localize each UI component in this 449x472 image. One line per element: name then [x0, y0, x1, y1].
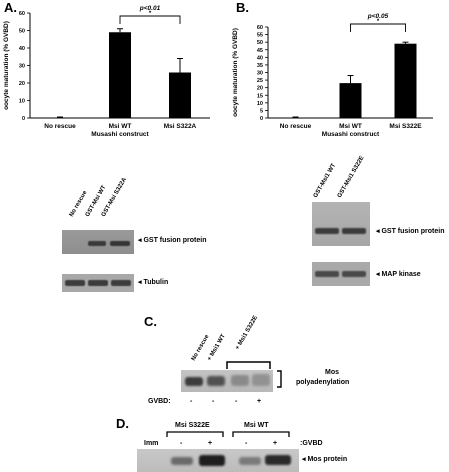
panel-c-gvbd-2: -	[212, 398, 215, 405]
blot-b-mapk-label: ◂ MAP kinase	[376, 271, 421, 278]
panel-d-state-4: +	[273, 440, 278, 447]
blot-b-lane-2-label: GST-Msi1 S322E	[336, 155, 366, 199]
blot-b-gst-band-2	[342, 228, 366, 234]
y-tick-label: 10	[257, 101, 263, 107]
blot-a-tubulin-band-1	[65, 280, 85, 286]
blot-a-tubulin-label: ◂ Tubulin	[138, 279, 169, 286]
x-tick-label: No rescue	[44, 123, 76, 130]
x-tick-label: Msi S322A	[164, 123, 197, 130]
bar-3	[169, 72, 191, 118]
y-tick-label: 50	[19, 29, 25, 35]
panel-d-band-1	[171, 457, 193, 465]
significance-label: p<0.01	[139, 5, 161, 12]
y-tick-label: 25	[257, 78, 263, 84]
x-axis-label: Musashi construct	[322, 131, 380, 138]
panel-c-right-bracket	[277, 370, 282, 388]
blot-b-mapk-strip	[312, 262, 370, 286]
blot-b-mapk-band-2	[342, 271, 366, 277]
panel-c-band-2	[207, 376, 225, 386]
significance-star: *	[377, 19, 380, 25]
x-tick-label: No rescue	[280, 123, 312, 130]
blot-b-lane-1-label: GST-Msi1 WT	[312, 162, 338, 199]
y-tick-label: 20	[257, 86, 263, 92]
panel-c-gvbd-label: GVBD:	[148, 398, 171, 405]
blot-b-mapk-band-1	[315, 271, 339, 277]
y-axis-label: oocyte maturation (% GVBD)	[232, 28, 239, 117]
panel-b-letter: B.	[236, 0, 249, 15]
blot-b-gst-strip	[312, 202, 370, 246]
blot-a-gst-strip	[62, 230, 134, 254]
panel-c-band-4	[252, 374, 270, 386]
panel-d-band-3	[239, 457, 261, 465]
significance-star: *	[149, 11, 152, 17]
panel-c-letter: C.	[144, 314, 157, 329]
panel-c-band-3	[231, 375, 249, 386]
panel-d-group-1: Msi S322E	[175, 422, 210, 429]
significance-bracket	[350, 23, 406, 32]
blot-a-gst-label: ◂ GST fusion protein	[138, 237, 207, 244]
blot-a-tubulin-band-2	[88, 280, 108, 286]
panel-d-group-brackets	[166, 431, 290, 437]
y-tick-label: 30	[257, 71, 263, 77]
panel-d-gvbd-label: :GVBD	[300, 440, 323, 447]
panel-c-lane-3-label: + Msi1 S322E	[234, 314, 260, 351]
panel-c-gvbd-3: -	[235, 398, 238, 405]
y-tick-label: 20	[19, 81, 25, 87]
blot-a-tubulin-band-3	[111, 280, 131, 286]
panel-d-band-4	[265, 455, 291, 465]
blot-a-gst-band-3	[110, 241, 130, 246]
y-tick-label: 0	[260, 116, 263, 122]
panel-d-letter: D.	[116, 416, 129, 431]
x-tick-label: Msi WT	[109, 123, 132, 130]
y-tick-label: 55	[257, 33, 263, 39]
panel-c-band-1	[185, 377, 203, 386]
x-tick-label: Msi S322E	[389, 123, 422, 130]
y-tick-label: 15	[257, 93, 263, 99]
panel-d-group-2: Msi WT	[244, 422, 269, 429]
y-tick-label: 50	[257, 40, 263, 46]
panel-c-bracket	[226, 361, 271, 369]
panel-d-state-1: -	[180, 440, 183, 447]
panel-a-letter: A.	[4, 0, 17, 15]
blot-a-tubulin-strip	[62, 274, 134, 292]
panel-a-chart: 0 10 20 30 40 50 60 oocyte maturation (% GVBD) N…	[3, 5, 210, 138]
y-tick-label: 60	[19, 11, 25, 17]
bar-2	[339, 83, 362, 118]
y-tick-label: 0	[22, 116, 25, 122]
y-tick-label: 35	[257, 63, 263, 69]
y-tick-label: 30	[19, 64, 25, 70]
x-tick-label: Msi WT	[339, 123, 362, 130]
x-axis-label: Musashi construct	[91, 131, 149, 138]
y-tick-label: 45	[257, 48, 263, 54]
panel-d-state-2: +	[208, 440, 213, 447]
panel-c-gvbd-4: +	[257, 398, 262, 405]
panel-d-band-label: ◂ Mos protein	[302, 456, 348, 463]
panel-c-gvbd-1: -	[190, 398, 193, 405]
blot-b-gst-label: ◂ GST fusion protein	[376, 228, 445, 235]
panel-c-band-label-line1: Mos	[325, 369, 339, 376]
significance-bracket	[119, 15, 181, 24]
panel-c-blot	[181, 370, 273, 392]
blot-a-lane-3-label: GST-Msi S322A	[100, 176, 129, 218]
blot-a-gst-band-2	[88, 241, 106, 246]
significance-label: p<0.05	[367, 13, 389, 20]
panel-d-band-2	[199, 455, 225, 466]
y-tick-label: 40	[257, 55, 263, 61]
panel-d-state-3: -	[245, 440, 248, 447]
bar-2	[109, 32, 131, 118]
y-tick-label: 40	[19, 46, 25, 52]
panel-c-band-label-line2: polyadenylation	[296, 379, 350, 386]
blot-b-gst-band-1	[315, 228, 339, 234]
panel-d-blot	[137, 449, 299, 472]
y-tick-label: 10	[19, 99, 25, 105]
panel-d-imm-label: Imm	[144, 440, 159, 447]
y-tick-label: 5	[260, 108, 263, 114]
bar-3	[394, 43, 417, 118]
y-tick-label: 60	[257, 25, 263, 31]
y-axis-label: oocyte maturation (% GVBD)	[3, 21, 10, 110]
